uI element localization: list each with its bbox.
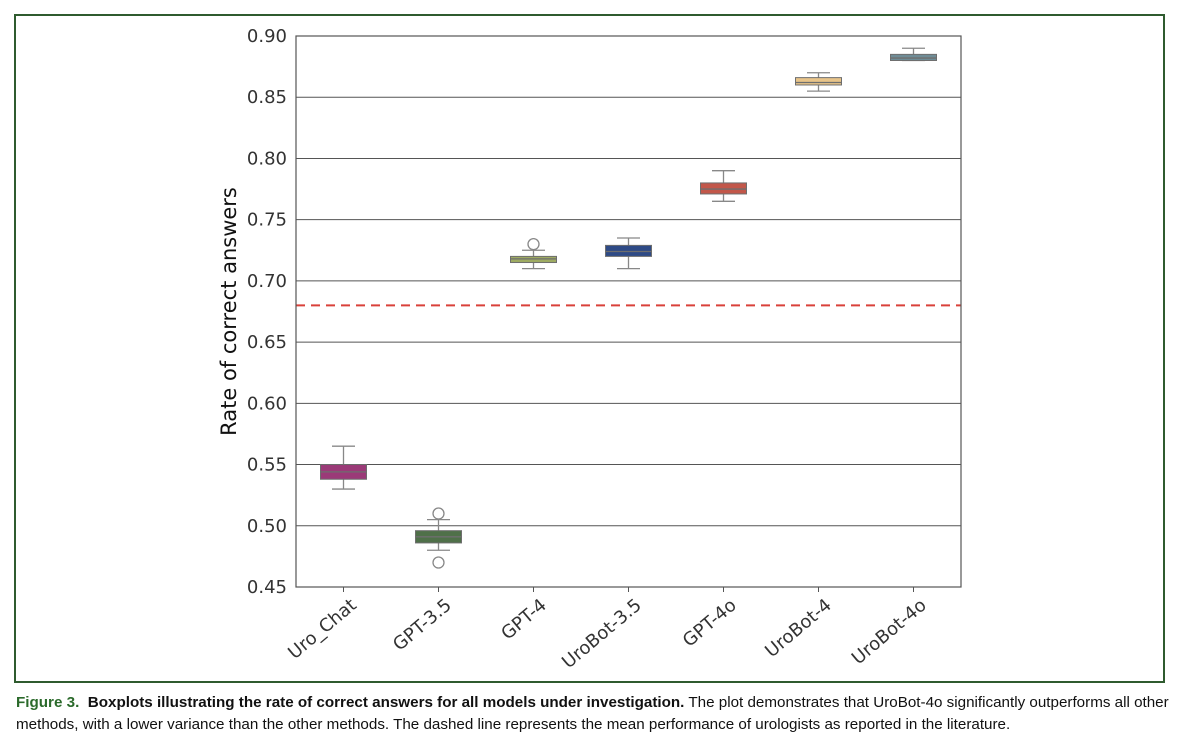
x-tick-label: UroBot-4 bbox=[761, 595, 835, 662]
figure-caption: Figure 3. Boxplots illustrating the rate… bbox=[16, 692, 1186, 736]
y-tick-label: 0.70 bbox=[247, 271, 287, 292]
caption-bold-text: Boxplots illustrating the rate of correc… bbox=[87, 694, 685, 711]
y-tick-label: 0.45 bbox=[247, 577, 287, 598]
box-gpt-3-5 bbox=[415, 507, 462, 569]
x-tick-label: Uro_Chat bbox=[284, 595, 361, 664]
outlier-point bbox=[432, 556, 445, 569]
x-tick-label: GPT-4 bbox=[497, 595, 550, 645]
y-tick-label: 0.80 bbox=[247, 148, 287, 169]
x-tick-labels: Uro_Chat GPT-3.5 GPT-4 UroBot-3.5 GPT-4o UroB… bbox=[284, 587, 931, 673]
box-gpt-4 bbox=[510, 238, 557, 270]
outlier-point bbox=[432, 507, 445, 520]
y-tick-label: 0.50 bbox=[247, 516, 287, 537]
grid-lines bbox=[296, 35, 961, 588]
y-tick-label: 0.55 bbox=[247, 455, 287, 476]
x-tick-label: UroBot-3.5 bbox=[558, 595, 646, 673]
box-urobot-3-5 bbox=[605, 237, 652, 270]
caption-body-text: The plot demonstrates that UroBot-4o sig… bbox=[16, 694, 1169, 733]
figure-label: Figure 3. bbox=[16, 694, 80, 711]
y-tick-label: 0.75 bbox=[247, 210, 287, 231]
y-tick-label: 0.90 bbox=[247, 26, 287, 47]
boxes-group bbox=[320, 47, 937, 569]
x-tick-label: GPT-4o bbox=[679, 595, 741, 652]
box-uro-chat bbox=[320, 445, 367, 490]
box-urobot-4o bbox=[890, 47, 937, 62]
plot-area-border bbox=[295, 35, 962, 588]
box-urobot-4 bbox=[795, 72, 842, 92]
y-tick-label: 0.60 bbox=[247, 393, 287, 414]
boxplot-chart: 0.45 0.50 0.55 0.60 0.65 0.70 0.75 0.80 0.85 0.90… bbox=[217, 26, 962, 673]
x-tick-label: GPT-3.5 bbox=[389, 595, 456, 656]
box-gpt-4o bbox=[700, 170, 747, 202]
y-axis-label: Rate of correct answers bbox=[217, 187, 241, 436]
y-tick-labels: 0.45 0.50 0.55 0.60 0.65 0.70 0.75 0.80 0.85 0.90 bbox=[247, 26, 287, 598]
outlier-point bbox=[527, 238, 540, 251]
x-tick-label: UroBot-4o bbox=[848, 595, 931, 669]
y-tick-label: 0.85 bbox=[247, 87, 287, 108]
box-iqr bbox=[795, 77, 842, 86]
y-tick-label: 0.65 bbox=[247, 332, 287, 353]
figure-frame bbox=[14, 14, 1165, 683]
